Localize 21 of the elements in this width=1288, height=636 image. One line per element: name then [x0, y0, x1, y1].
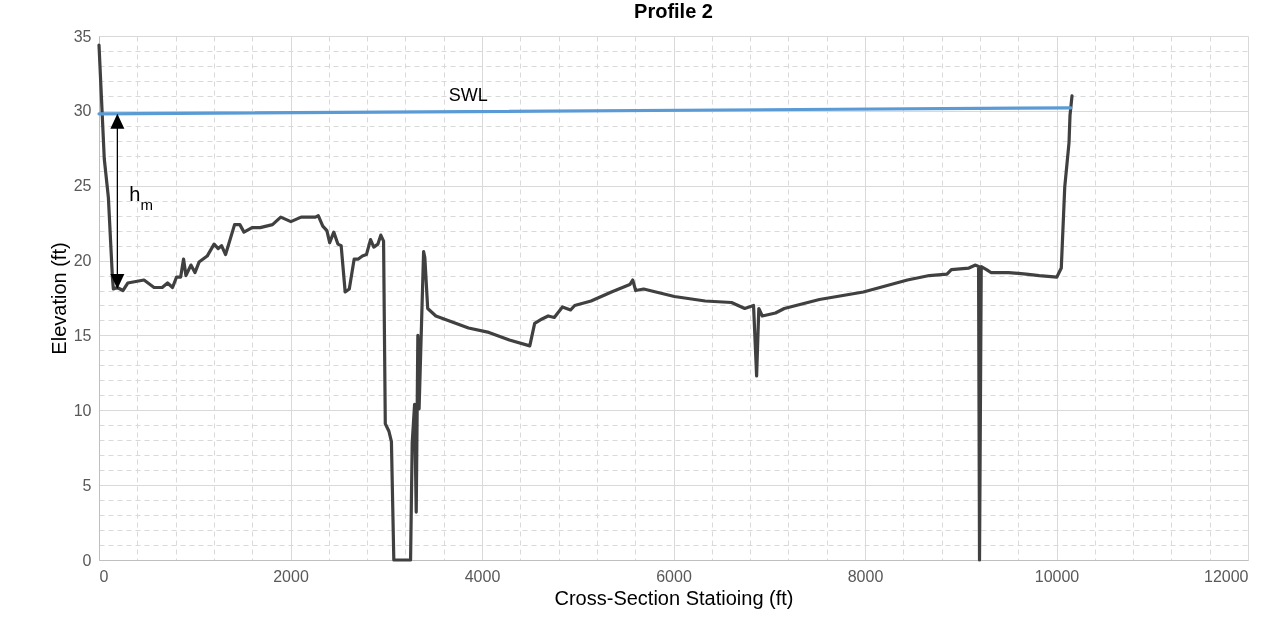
- y-tick-label: 30: [73, 102, 92, 120]
- series-label: SWL: [448, 84, 488, 105]
- y-tick-label: 10: [73, 401, 92, 419]
- y-tick-label: 35: [73, 27, 92, 45]
- x-tick-label: 6000: [656, 567, 692, 585]
- x-tick-label: 4000: [464, 567, 501, 585]
- y-tick-label: 20: [73, 252, 92, 270]
- x-tick-label: 8000: [847, 567, 884, 585]
- x-tick-label: 0: [99, 567, 109, 585]
- chart-title: Profile 2: [634, 0, 713, 22]
- annotation: h$_{m}$: [129, 183, 153, 213]
- x-tick-label: 2000: [273, 567, 309, 585]
- y-tick-label: 5: [82, 476, 92, 494]
- y-tick-label: 15: [73, 326, 92, 344]
- x-axis-title: Cross-Section Statioing (ft): [554, 586, 794, 609]
- y-axis-title: Elevation (ft): [47, 242, 70, 355]
- y-tick-label: 0: [82, 551, 92, 569]
- y-tick-label: 25: [73, 177, 92, 195]
- line-series: [97, 43, 1074, 562]
- x-tick-label: 10000: [1034, 567, 1080, 585]
- x-tick-label: 12000: [1204, 567, 1249, 585]
